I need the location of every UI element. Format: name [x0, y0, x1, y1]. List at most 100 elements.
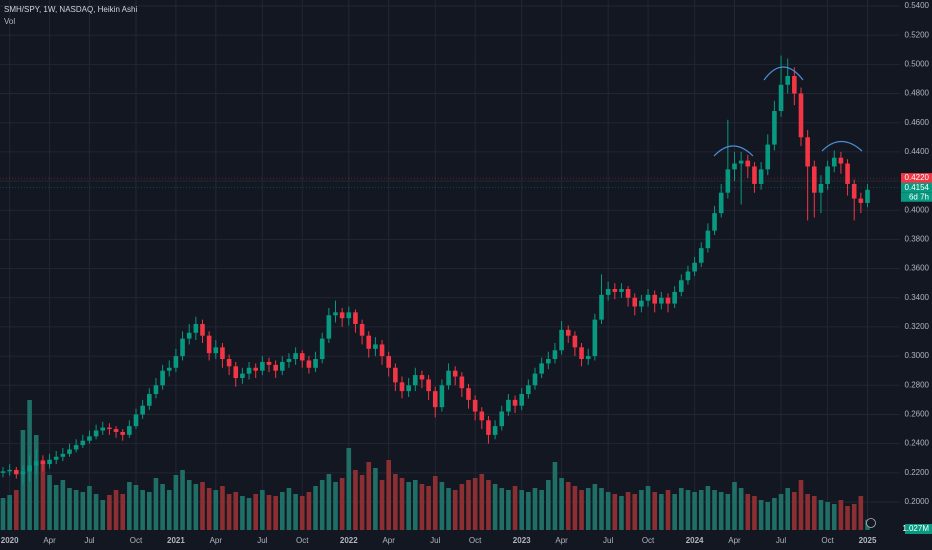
candle-body [652, 294, 657, 304]
candle-body [67, 449, 72, 454]
volume-bar [53, 485, 59, 530]
candle-body [692, 262, 697, 272]
candle-body [273, 364, 278, 371]
volume-bar [805, 494, 810, 530]
candle-body [745, 160, 751, 167]
volume-bar [393, 474, 398, 530]
candle-body [100, 427, 106, 431]
volume-bar [599, 488, 604, 530]
volume-bar [452, 490, 458, 530]
candle-body [359, 324, 365, 336]
y-tick-label: 0.2000 [905, 497, 930, 506]
candle-body [838, 157, 844, 164]
price-label-box [901, 182, 932, 193]
candle-body [33, 461, 39, 466]
volume-bar [180, 470, 185, 530]
candle-body [220, 347, 225, 360]
candle-body [698, 248, 704, 263]
candle-body [0, 471, 6, 473]
volume-bar [752, 496, 757, 530]
candle-body [765, 144, 771, 170]
volume-bar [612, 494, 618, 530]
y-tick-label: 0.3000 [905, 351, 930, 360]
volume-bar [93, 494, 99, 530]
candle-body [452, 370, 458, 377]
volume-bar [639, 490, 644, 530]
volume-bar [293, 494, 298, 530]
volume-bar [14, 490, 19, 530]
x-tick-label: Oct [130, 536, 143, 545]
candle-body [659, 297, 664, 304]
volume-bar [632, 494, 638, 530]
candle-body [14, 469, 19, 475]
volume-bar [413, 480, 418, 530]
volume-bar [785, 488, 790, 530]
volume-bar [299, 496, 305, 530]
candle-body [758, 169, 764, 184]
volume-bar [532, 488, 538, 530]
volume-bar [765, 502, 771, 530]
candle-body [180, 338, 185, 357]
volume-bar [240, 496, 245, 530]
candle-body [333, 312, 338, 316]
volume-bar [306, 492, 312, 530]
y-tick-label: 0.5400 [905, 1, 930, 10]
candle-body [393, 367, 398, 383]
volume-bar [778, 494, 784, 530]
volume-bar [419, 484, 425, 530]
candle-body [413, 375, 418, 386]
x-tick-label: 2023 [513, 536, 531, 545]
volume-bar [147, 492, 152, 530]
price-label: 0.4154 [905, 183, 930, 192]
candle-body [712, 213, 717, 231]
volume-bar [220, 486, 225, 530]
volume-bar [173, 475, 179, 530]
candle-body [326, 315, 332, 339]
volume-bar [386, 460, 391, 530]
volume-bar [818, 500, 824, 530]
volume-bar [107, 495, 112, 530]
candle-body [506, 399, 511, 412]
candle-body [153, 385, 159, 395]
candle-body [213, 347, 219, 354]
candle-body [492, 426, 498, 435]
volume-bar [705, 486, 711, 530]
volume-bar [160, 484, 165, 530]
candle-body [672, 291, 677, 304]
alert-icon[interactable] [866, 518, 876, 528]
volume-label-box [905, 524, 932, 534]
candle-body [120, 431, 125, 435]
volume-bar [745, 494, 751, 530]
candle-body [246, 367, 252, 374]
candle-body [472, 399, 478, 412]
candle-body [512, 399, 518, 406]
volume-bar [87, 486, 92, 530]
candle-body [565, 329, 571, 336]
volume-bar [80, 492, 86, 530]
volume-bar [246, 498, 252, 530]
candle-body [466, 388, 471, 400]
x-tick-label: Apr [382, 536, 395, 545]
volume-bar [472, 478, 478, 530]
candle-body [858, 198, 864, 203]
candle-body [339, 312, 345, 319]
x-tick-label: Oct [821, 536, 834, 545]
candle-body [193, 324, 199, 333]
volume-bar [845, 506, 850, 530]
volume-bar [286, 488, 292, 530]
volume-bar [459, 484, 465, 530]
candle-body [266, 361, 272, 365]
volume-bar [605, 492, 611, 530]
volume-bar [346, 448, 352, 530]
candle-body [200, 324, 205, 336]
candle-body [306, 360, 312, 368]
volume-bar [506, 490, 511, 530]
volume-title: Vol [4, 17, 15, 26]
volume-bar [499, 488, 505, 530]
volume-bar [512, 486, 518, 530]
candle-body [486, 420, 491, 435]
volume-layer [0, 400, 870, 530]
candle-body [87, 436, 92, 441]
volume-bar [439, 482, 445, 530]
